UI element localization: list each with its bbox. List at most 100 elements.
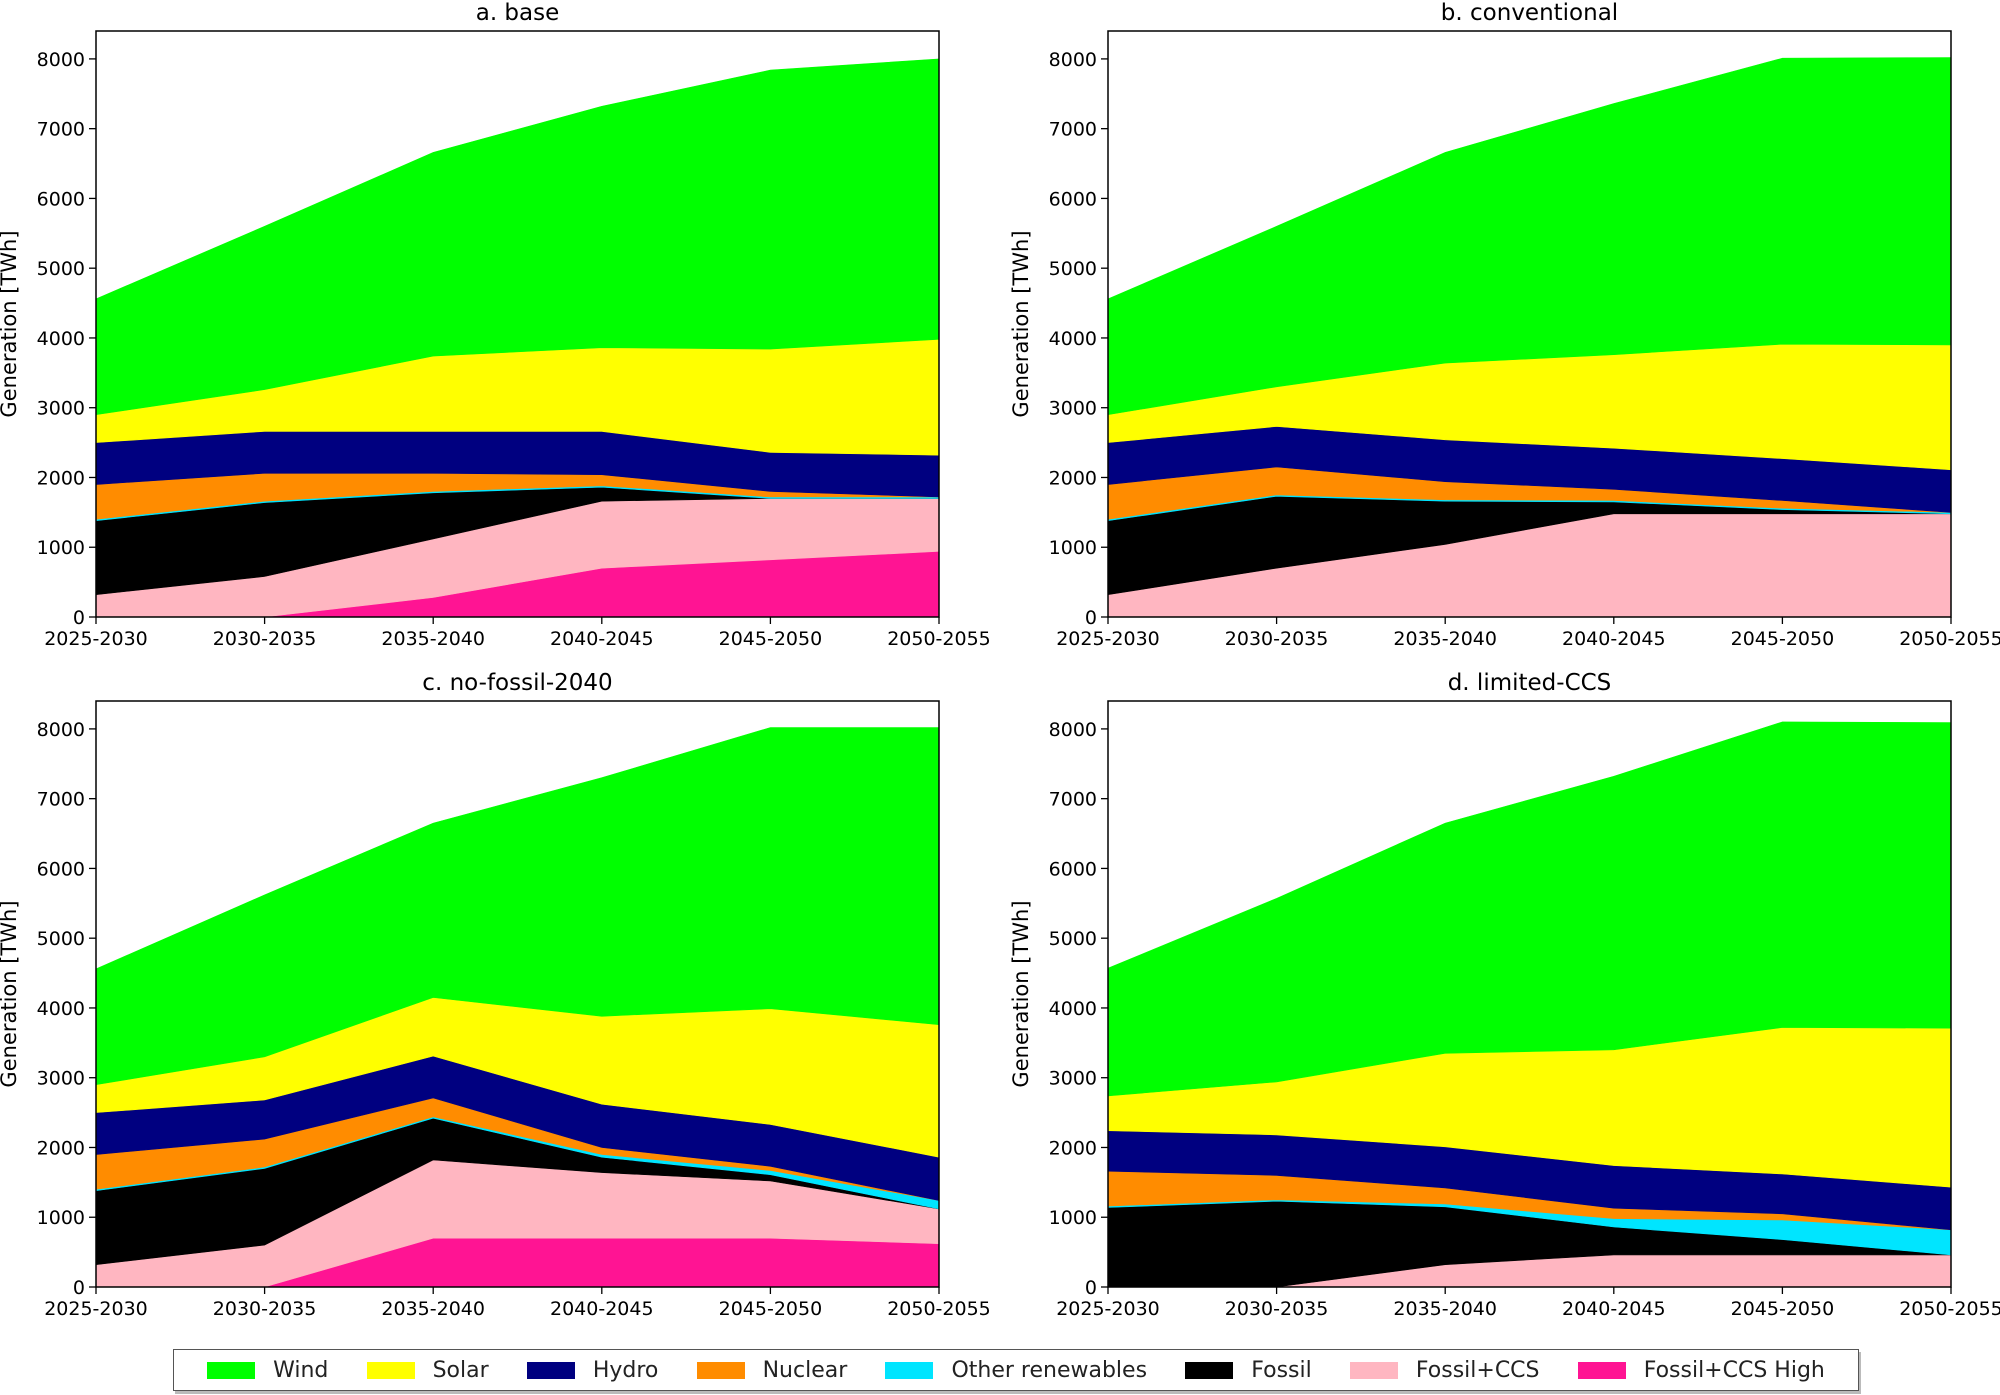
plot-frame bbox=[95, 30, 940, 618]
y-tick-label: 2000 bbox=[1049, 1137, 1097, 1159]
legend-item-fossil-ccs: Fossil+CCS bbox=[1349, 1357, 1540, 1383]
x-tick-label: 2030-2035 bbox=[213, 1298, 317, 1320]
y-tick-label: 3000 bbox=[37, 1068, 85, 1090]
x-tick-label: 2045-2050 bbox=[719, 628, 823, 650]
legend: Wind Solar Hydro Nuclear Other renewable… bbox=[173, 1349, 1859, 1391]
y-tick-label: 4000 bbox=[1049, 328, 1097, 350]
legend-label-solar: Solar bbox=[432, 1357, 489, 1383]
y-tick-label: 7000 bbox=[1049, 119, 1097, 141]
legend-item-solar: Solar bbox=[366, 1357, 489, 1383]
legend-label-fossil-ccs-high: Fossil+CCS High bbox=[1643, 1357, 1825, 1383]
y-tick-label: 1000 bbox=[37, 537, 85, 559]
y-axis-label: Generation [TWh] bbox=[0, 230, 21, 417]
chart-title: a. base bbox=[476, 0, 560, 26]
y-tick-label: 8000 bbox=[37, 49, 85, 71]
legend-item-nuclear: Nuclear bbox=[696, 1357, 848, 1383]
y-tick-label: 8000 bbox=[1049, 719, 1097, 741]
legend-label-nuclear: Nuclear bbox=[762, 1357, 848, 1383]
legend-item-fossil-ccs-high: Fossil+CCS High bbox=[1577, 1357, 1825, 1383]
legend-swatch-nuclear bbox=[696, 1361, 745, 1379]
x-tick-label: 2040-2045 bbox=[1562, 1298, 1666, 1320]
legend-swatch-fossil bbox=[1185, 1361, 1234, 1379]
legend-swatch-solar bbox=[366, 1361, 415, 1379]
legend-swatch-wind bbox=[207, 1361, 256, 1379]
x-tick-label: 2040-2045 bbox=[1562, 628, 1666, 650]
x-tick-label: 2050-2055 bbox=[1899, 1298, 2000, 1320]
x-tick-label: 2050-2055 bbox=[1899, 628, 2000, 650]
legend-swatch-fossil-ccs bbox=[1349, 1361, 1398, 1379]
x-tick-label: 2025-2030 bbox=[44, 628, 148, 650]
subplot-d: 0 1000 2000 3000 4000 5000 6000 7000 8000 2025-20… bbox=[1009, 670, 2000, 1320]
chart-title: c. no-fossil-2040 bbox=[422, 670, 612, 696]
y-axis-label: Generation [TWh] bbox=[1009, 230, 1033, 417]
x-tick-label: 2045-2050 bbox=[1731, 628, 1835, 650]
chart-title: b. conventional bbox=[1441, 0, 1618, 26]
y-tick-label: 7000 bbox=[37, 119, 85, 141]
y-tick-label: 6000 bbox=[1049, 858, 1097, 880]
x-tick-label: 2035-2040 bbox=[1393, 628, 1497, 650]
legend-label-other-renewables: Other renewables bbox=[951, 1357, 1148, 1383]
legend-item-fossil: Fossil bbox=[1185, 1357, 1312, 1383]
x-tick-label: 2025-2030 bbox=[44, 1298, 148, 1320]
y-tick-label: 8000 bbox=[1049, 49, 1097, 71]
x-tick-label: 2040-2045 bbox=[550, 1298, 654, 1320]
y-tick-label: 7000 bbox=[37, 789, 85, 811]
x-tick-label: 2035-2040 bbox=[1393, 1298, 1497, 1320]
y-tick-label: 3000 bbox=[1049, 1068, 1097, 1090]
y-tick-label: 2000 bbox=[37, 467, 85, 489]
y-axis-label: Generation [TWh] bbox=[0, 900, 21, 1087]
y-tick-label: 4000 bbox=[37, 998, 85, 1020]
legend-swatch-other-renewables bbox=[885, 1361, 934, 1379]
legend-label-fossil: Fossil bbox=[1251, 1357, 1312, 1383]
x-tick-label: 2030-2035 bbox=[1225, 628, 1329, 650]
subplot-b: 0 1000 2000 3000 4000 5000 6000 7000 8000 2025-20… bbox=[1009, 0, 2000, 650]
y-tick-label: 0 bbox=[1085, 1277, 1097, 1299]
y-tick-label: 6000 bbox=[37, 858, 85, 880]
x-tick-label: 2025-2030 bbox=[1056, 1298, 1160, 1320]
y-tick-label: 4000 bbox=[1049, 998, 1097, 1020]
y-tick-label: 7000 bbox=[1049, 789, 1097, 811]
y-tick-label: 1000 bbox=[37, 1207, 85, 1229]
x-tick-label: 2030-2035 bbox=[213, 628, 317, 650]
legend-label-hydro: Hydro bbox=[592, 1357, 659, 1383]
y-tick-label: 6000 bbox=[37, 188, 85, 210]
y-tick-label: 6000 bbox=[1049, 188, 1097, 210]
y-tick-label: 5000 bbox=[37, 258, 85, 280]
legend-swatch-fossil-ccs-high bbox=[1577, 1361, 1626, 1379]
y-tick-label: 0 bbox=[73, 607, 85, 629]
legend-item-wind: Wind bbox=[207, 1358, 328, 1383]
subplot-a: 0 1000 2000 3000 4000 5000 6000 7000 8000 2025-20… bbox=[0, 0, 991, 650]
x-tick-label: 2050-2055 bbox=[887, 1298, 991, 1320]
x-tick-label: 2035-2040 bbox=[381, 1298, 485, 1320]
y-tick-label: 3000 bbox=[37, 398, 85, 420]
y-tick-label: 3000 bbox=[1049, 398, 1097, 420]
legend-swatch-hydro bbox=[526, 1361, 575, 1379]
legend-item-hydro: Hydro bbox=[526, 1357, 659, 1383]
x-tick-label: 2045-2050 bbox=[719, 1298, 823, 1320]
y-tick-label: 5000 bbox=[1049, 258, 1097, 280]
x-tick-label: 2050-2055 bbox=[887, 628, 991, 650]
x-tick-label: 2045-2050 bbox=[1731, 1298, 1835, 1320]
y-tick-label: 2000 bbox=[37, 1137, 85, 1159]
legend-item-other-renewables: Other renewables bbox=[885, 1358, 1147, 1383]
legend-label-fossil-ccs: Fossil+CCS bbox=[1415, 1357, 1540, 1383]
y-tick-label: 4000 bbox=[37, 328, 85, 350]
legend-label-wind: Wind bbox=[273, 1357, 329, 1383]
chart-title: d. limited-CCS bbox=[1448, 670, 1612, 696]
x-tick-label: 2025-2030 bbox=[1056, 628, 1160, 650]
y-tick-label: 0 bbox=[1085, 607, 1097, 629]
plot-frame bbox=[95, 700, 940, 1288]
x-tick-label: 2040-2045 bbox=[550, 628, 654, 650]
y-tick-label: 8000 bbox=[37, 719, 85, 741]
x-tick-label: 2030-2035 bbox=[1225, 1298, 1329, 1320]
subplot-c: 0 1000 2000 3000 4000 5000 6000 7000 8000 2025-20… bbox=[0, 670, 991, 1320]
y-tick-label: 5000 bbox=[1049, 928, 1097, 950]
y-tick-label: 0 bbox=[73, 1277, 85, 1299]
y-axis-label: Generation [TWh] bbox=[1009, 900, 1033, 1087]
y-tick-label: 1000 bbox=[1049, 1207, 1097, 1229]
plot-frame bbox=[1107, 700, 1952, 1288]
y-tick-label: 5000 bbox=[37, 928, 85, 950]
plot-frame bbox=[1107, 30, 1952, 618]
y-tick-label: 1000 bbox=[1049, 537, 1097, 559]
